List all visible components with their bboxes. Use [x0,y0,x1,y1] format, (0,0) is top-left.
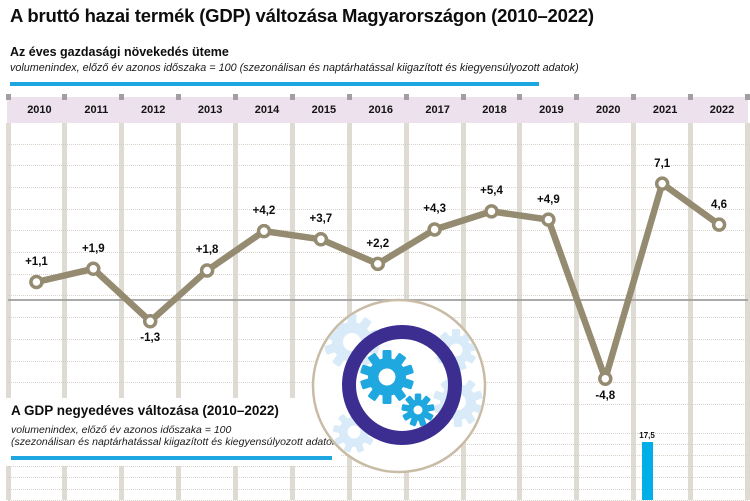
grid-separator-tick [289,94,295,100]
gridline-dotted [8,273,748,275]
quarterly-underline-bar [11,456,332,460]
point-label: +1,1 [25,255,48,268]
grid-separator-tick [403,94,409,100]
data-point [199,263,215,278]
quarterly-title-block [0,398,340,466]
year-label: 2013 [197,104,223,116]
grid-separator-tick [688,94,694,100]
gridline-dotted [8,477,748,479]
quarterly-bar-label: 17,5 [639,431,655,440]
data-point [711,217,727,232]
data-point [142,314,158,329]
quarterly-section-heading: A GDP negyedéves változása (2010–2022) [11,403,279,418]
year-label: 2022 [709,104,735,116]
gridline-dotted [8,208,748,210]
grid-column-separator [176,123,182,500]
year-label: 2012 [140,104,166,116]
gridline-dotted [8,252,748,253]
point-label: +3,7 [309,213,333,226]
grid-separator-tick [5,94,11,100]
point-label: +1,9 [81,242,105,255]
data-point [654,176,670,191]
data-point [29,274,44,290]
grid-column-separator [745,123,750,500]
grid-column-separator [119,123,125,500]
grid-column-separator [517,123,523,500]
point-label: -1,3 [140,332,161,345]
grid-separator-tick [119,94,125,100]
gridline-dotted [8,186,748,188]
grid-column-separator [346,123,352,500]
year-header-band [7,97,748,123]
data-point [256,223,272,239]
year-label: 2019 [539,104,564,116]
year-label: 2014 [254,104,280,116]
quarterly-section-subnote-line2: (szezonálisan és naptárhatással kiigazít… [11,436,341,448]
gridline-dotted [8,165,748,167]
data-point [484,204,499,219]
year-label: 2020 [596,104,621,116]
point-label: 4,6 [711,198,728,211]
gridline-dotted [8,295,748,297]
data-point [541,212,556,227]
data-point [86,261,101,277]
grid-column-separator [688,123,694,500]
gear-icon [401,393,435,427]
grid-column-separator [62,123,68,500]
grid-separator-tick [233,94,239,100]
data-point [313,232,329,247]
grid-separator-tick [346,94,352,100]
grid-separator-tick [62,94,68,100]
data-point [427,222,442,237]
year-label: 2017 [425,104,450,116]
annual-section-heading: Az éves gazdasági növekedés üteme [10,45,229,59]
year-label: 2018 [482,104,507,116]
grid-column-separator [460,123,466,500]
point-label: +1,8 [195,244,219,257]
year-label: 2016 [368,104,393,116]
quarterly-section-subnote-line1: volumenindex, előző év azonos időszaka =… [11,424,232,436]
grid-separator-tick [460,94,466,100]
data-point [598,371,613,386]
grid-column-separator [5,123,11,500]
data-point [370,256,386,272]
grid-separator-tick [745,94,750,100]
gridline-dotted [8,230,748,232]
annual-section-subnote: volumenindex, előző év azonos időszaka =… [10,62,579,74]
grid-column-separator [574,123,580,500]
gridline-dotted [8,488,748,490]
grid-separator-tick [574,94,580,100]
grid-column-separator [631,123,637,500]
gears-badge-icon [311,298,487,474]
annual-underline-bar [10,82,539,86]
point-label: +4,2 [252,205,276,218]
gear-icons [360,350,435,427]
gear-icon [360,350,414,404]
year-label: 2010 [27,104,52,116]
grid-column-separator [233,123,239,500]
point-label: +4,9 [537,193,560,206]
quarterly-bar [641,442,653,500]
year-label: 2015 [311,104,337,116]
grid-separator-tick [631,94,637,100]
year-label: 2021 [652,104,678,116]
point-label: 7,1 [654,157,671,170]
gridline-dotted [8,143,748,145]
year-label: 2011 [84,104,109,116]
point-label: +4,3 [423,203,446,216]
page-title: A bruttó hazai termék (GDP) változása Ma… [10,5,594,26]
point-label: +5,4 [480,185,503,198]
grid-column-separator [289,123,295,500]
zero-axis-line [8,299,748,301]
badge-ring [342,325,462,445]
point-label: -4,8 [595,389,616,402]
point-label: +2,2 [366,237,390,250]
grid-separator-tick [517,94,523,100]
grid-separator-tick [176,94,182,100]
